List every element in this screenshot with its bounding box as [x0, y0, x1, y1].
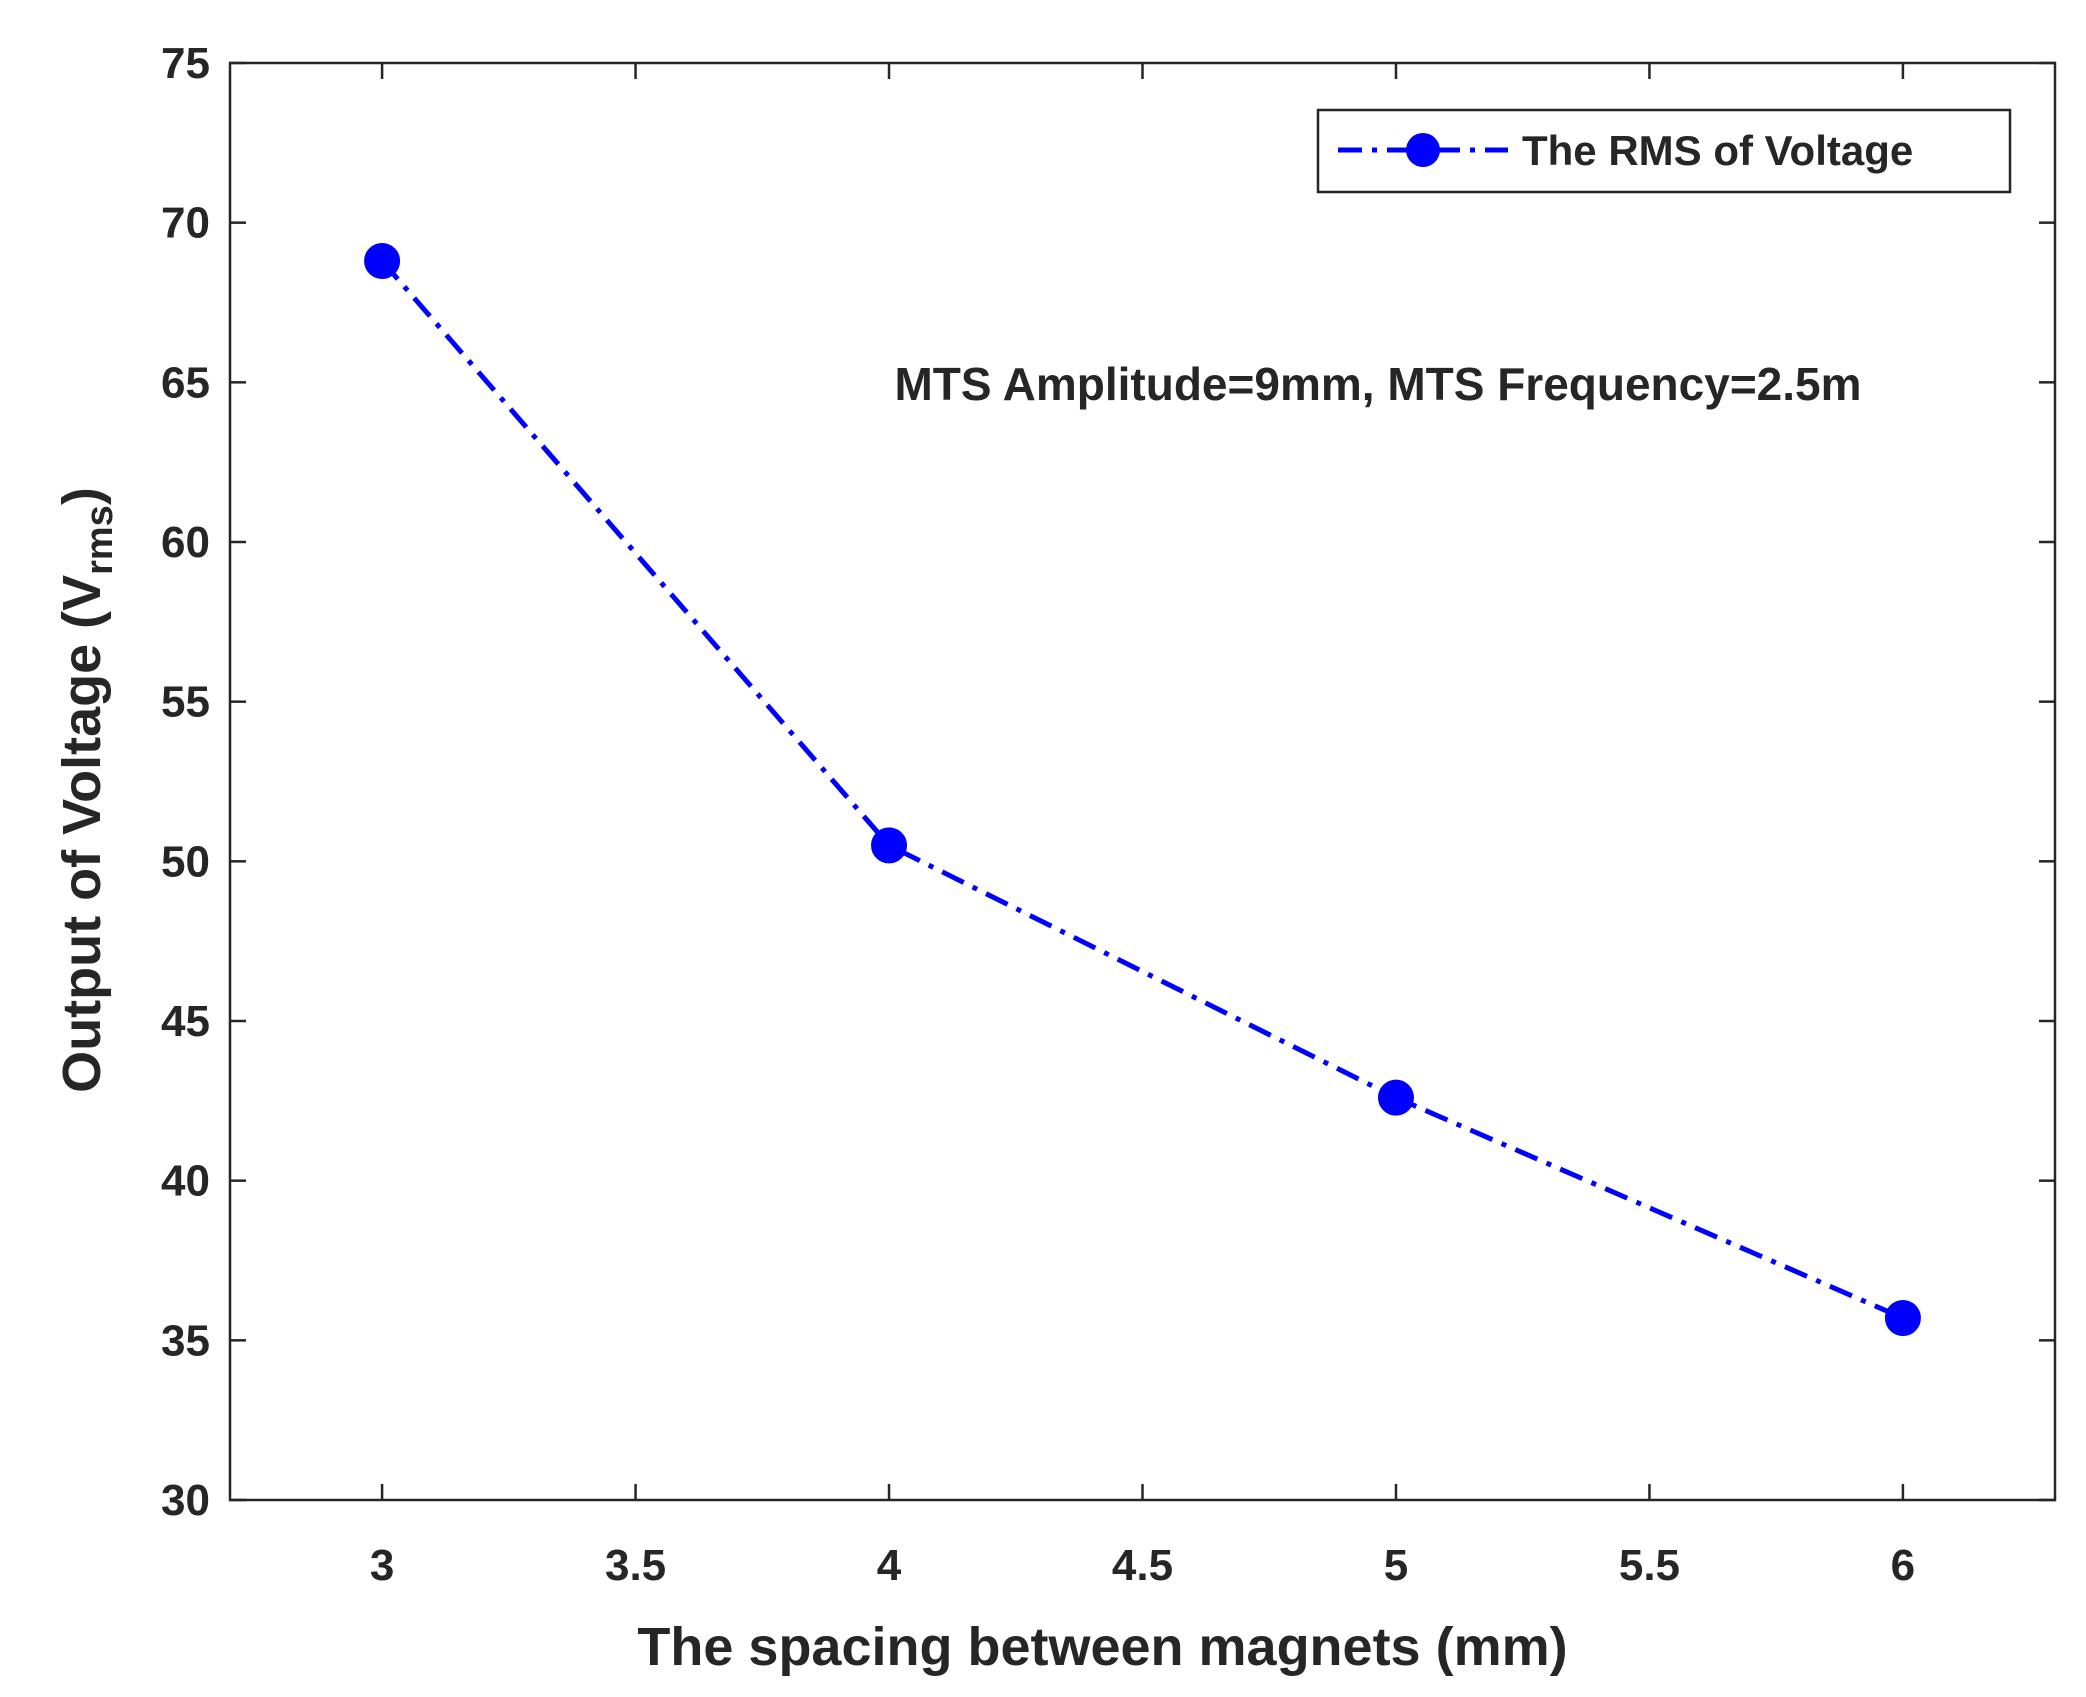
y-tick-label: 30 — [161, 1476, 210, 1525]
y-axis-label-main: Output of Voltage (V — [52, 575, 112, 1093]
y-tick-label: 60 — [161, 518, 210, 567]
plot-area-frame — [228, 61, 2057, 1502]
legend-label: The RMS of Voltage — [1522, 127, 1913, 174]
x-tick-label: 5 — [1384, 1541, 1408, 1590]
axis-ticks — [230, 61, 2055, 1502]
x-tick-label: 6 — [1891, 1541, 1915, 1590]
data-point — [1884, 1299, 1921, 1336]
y-tick-label: 70 — [161, 199, 210, 248]
y-tick-label: 55 — [161, 678, 210, 727]
legend-marker — [1406, 133, 1440, 167]
y-tick-label: 40 — [161, 1157, 210, 1206]
data-point — [364, 242, 401, 279]
x-tick-label: 5.5 — [1619, 1541, 1680, 1590]
x-tick-label: 3.5 — [605, 1541, 666, 1590]
y-tick-label: 65 — [161, 358, 210, 407]
x-tick-label: 4 — [877, 1541, 902, 1590]
y-axis-label-close: ) — [52, 487, 112, 505]
y-axis-label: Output of Voltage (Vrms) — [52, 487, 121, 1093]
y-axis-label-subscript: rms — [79, 505, 121, 575]
annotation-text: MTS Amplitude=9mm, MTS Frequency=2.5m — [894, 358, 1861, 410]
data-point — [1377, 1079, 1414, 1116]
series-layer — [364, 242, 1921, 1336]
y-tick-label: 75 — [161, 39, 210, 88]
y-tick-label: 45 — [161, 997, 210, 1046]
x-tick-labels: 3 3.5 4 4.5 5 5.5 6 — [370, 1541, 1915, 1590]
data-point — [871, 827, 908, 864]
x-tick-label: 3 — [370, 1541, 394, 1590]
y-tick-label: 50 — [161, 837, 210, 886]
y-tick-label: 35 — [161, 1316, 210, 1365]
legend: The RMS of Voltage — [1316, 108, 2012, 194]
series-line — [380, 259, 1904, 1321]
x-tick-label: 4.5 — [1112, 1541, 1173, 1590]
y-tick-labels: 30 35 40 45 50 55 60 65 70 75 — [161, 39, 210, 1525]
x-axis-label: The spacing between magnets (mm) — [637, 1617, 1567, 1677]
